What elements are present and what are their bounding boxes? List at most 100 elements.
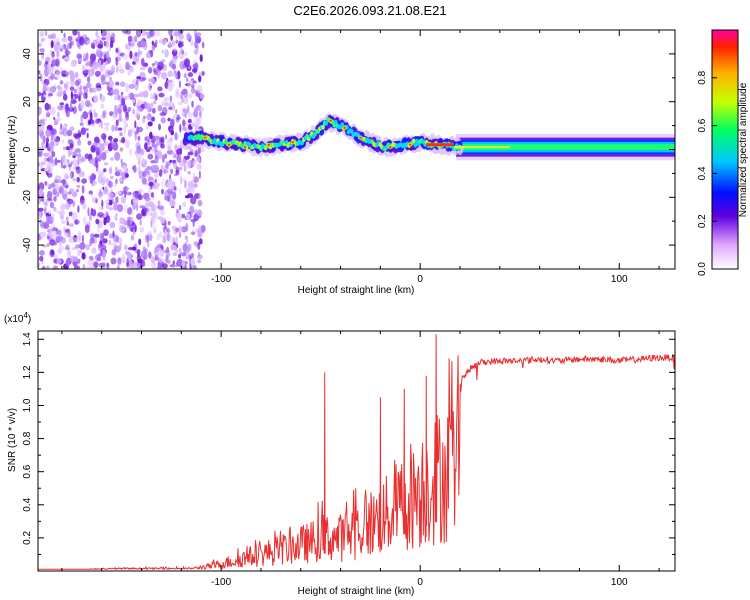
noise-speck — [86, 40, 92, 45]
noise-speck — [196, 156, 201, 162]
noise-speck — [197, 252, 201, 257]
noise-speck — [165, 134, 168, 140]
noise-speck — [161, 49, 164, 54]
noise-speck — [181, 112, 185, 116]
noise-speck — [125, 43, 128, 50]
noise-speck — [156, 232, 160, 241]
noise-speck — [92, 39, 98, 47]
noise-speck — [79, 122, 84, 126]
x-tick-label: 100 — [611, 274, 628, 285]
noise-speck — [61, 37, 68, 43]
noise-speck — [154, 94, 158, 101]
noise-speck — [169, 61, 173, 67]
noise-speck — [102, 238, 108, 244]
noise-speck — [147, 153, 154, 160]
noise-speck — [100, 103, 105, 109]
noise-speck — [42, 37, 46, 42]
noise-speck — [173, 186, 177, 191]
noise-speck — [194, 40, 198, 49]
y-tick-label: 1.4 — [22, 332, 33, 346]
noise-speck — [198, 194, 201, 199]
noise-speck — [122, 253, 125, 261]
noise-speck — [169, 264, 176, 268]
noise-speck — [136, 102, 139, 111]
noise-speck — [181, 97, 184, 104]
noise-speck — [154, 145, 158, 153]
y-tick-label: 1.2 — [22, 365, 33, 379]
colorbar-label: Normalized spectral amplitude — [738, 82, 749, 217]
noise-speck — [193, 176, 199, 183]
noise-speck — [176, 258, 183, 267]
snr-scale-label: (x104) — [4, 311, 31, 325]
noise-speck — [77, 205, 80, 213]
noise-speck — [108, 180, 113, 189]
y-tick-label: 0 — [22, 146, 33, 152]
noise-speck — [181, 259, 186, 268]
noise-speck — [141, 260, 146, 268]
noise-speck — [85, 53, 89, 61]
noise-speck — [97, 243, 103, 249]
noise-speck — [187, 72, 194, 78]
noise-speck — [179, 176, 183, 185]
noise-speck — [167, 228, 171, 234]
noise-speck — [122, 53, 129, 60]
ridge-core — [340, 122, 345, 127]
noise-speck — [69, 86, 75, 91]
noise-speck — [164, 48, 169, 58]
noise-speck — [47, 66, 54, 75]
noise-speck — [71, 40, 74, 46]
noise-speck — [127, 207, 133, 215]
noise-speck — [178, 33, 184, 40]
colorbar-tick-label: 0.2 — [697, 214, 708, 228]
noise-speck — [120, 95, 123, 99]
noise-speck — [42, 85, 48, 94]
noise-speck — [144, 102, 151, 110]
noise-speck — [108, 199, 113, 206]
noise-speck — [109, 242, 115, 246]
noise-speck — [44, 168, 49, 172]
noise-speck — [127, 35, 133, 42]
noise-speck — [45, 129, 52, 137]
noise-speck — [97, 174, 103, 184]
noise-speck — [187, 105, 190, 114]
noise-speck — [65, 146, 71, 151]
noise-speck — [86, 132, 89, 139]
noise-speck — [137, 50, 141, 57]
noise-speck — [115, 178, 118, 185]
noise-speck — [144, 31, 151, 36]
noise-speck — [114, 245, 122, 253]
noise-speck — [123, 109, 130, 114]
noise-speck — [172, 191, 177, 200]
noise-speck — [173, 70, 177, 75]
noise-speck — [45, 265, 50, 269]
noise-speck — [172, 260, 175, 265]
noise-speck — [88, 190, 93, 195]
noise-speck — [163, 97, 170, 102]
noise-speck — [187, 93, 193, 99]
noise-speck — [97, 44, 104, 49]
noise-speck — [126, 257, 130, 267]
noise-speck — [68, 235, 75, 244]
noise-speck — [47, 34, 53, 39]
noise-speck — [166, 180, 173, 190]
noise-speck — [134, 224, 137, 233]
noise-speck — [63, 83, 68, 89]
noise-speck — [46, 215, 50, 225]
noise-speck — [69, 126, 75, 131]
noise-speck — [189, 205, 195, 215]
ridge-peak — [204, 136, 207, 139]
noise-speck — [58, 105, 61, 110]
noise-speck — [179, 186, 182, 195]
noise-speck — [89, 53, 95, 62]
noise-speck — [135, 152, 142, 161]
noise-speck — [125, 139, 130, 149]
noise-speck — [123, 105, 128, 112]
noise-speck — [149, 93, 154, 100]
noise-speck — [175, 227, 180, 233]
noise-speck — [150, 102, 154, 108]
noise-speck — [59, 102, 65, 106]
noise-speck — [160, 117, 166, 124]
noise-speck — [178, 205, 182, 211]
noise-speck — [150, 212, 153, 217]
noise-speck — [168, 187, 172, 196]
